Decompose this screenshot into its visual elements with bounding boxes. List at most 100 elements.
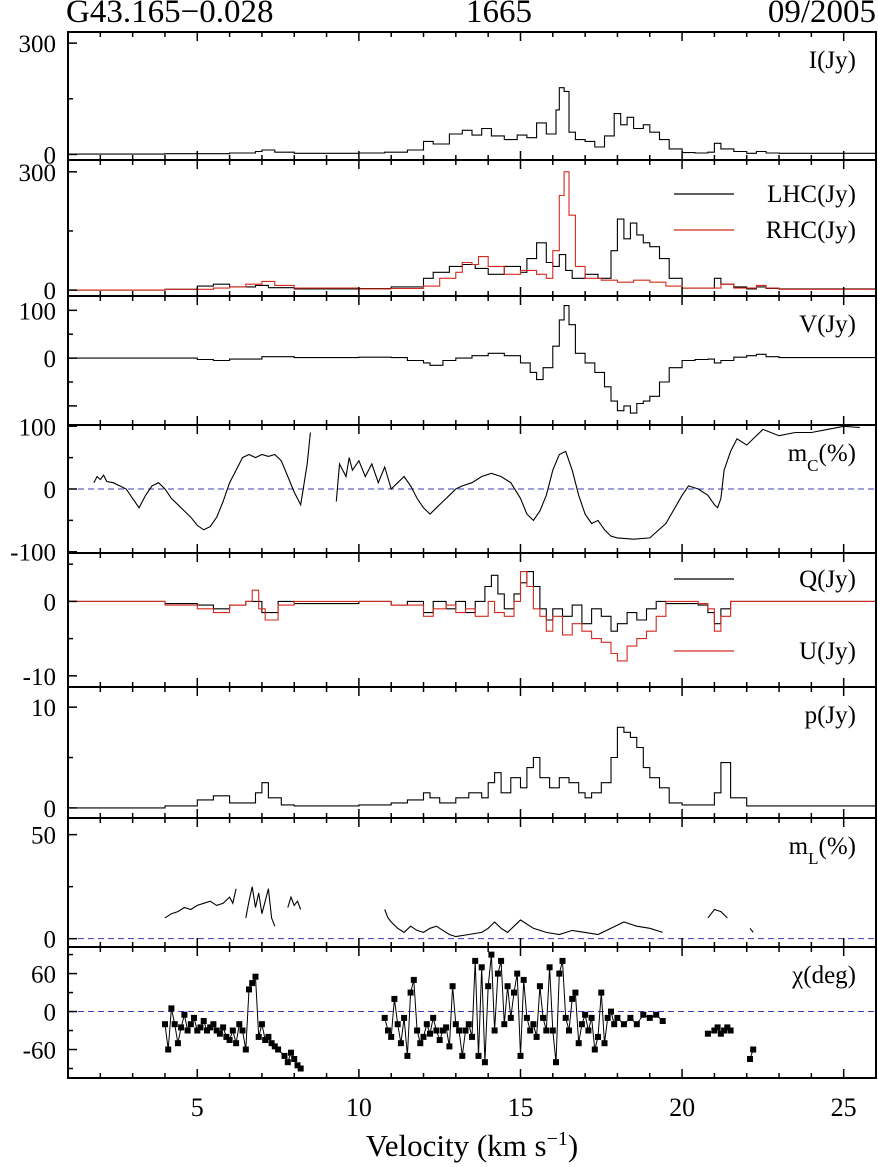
series-chi-a-point: [229, 1027, 236, 1034]
series-chi-b-point: [572, 989, 579, 996]
series-chi-a-point: [174, 1040, 181, 1047]
y-tick-label: 0: [44, 927, 57, 954]
series-chi-b-point: [566, 1027, 572, 1034]
panel-label-sub: L: [808, 849, 818, 868]
y-tick-label: 60: [31, 962, 56, 989]
series-chi-a-point: [194, 1027, 201, 1034]
series-chi-b-point: [533, 1033, 540, 1040]
x-tick-label: 5: [191, 1093, 204, 1122]
series-U: [68, 571, 876, 662]
header-source: G43.165−0.028: [66, 0, 274, 30]
y-tick-label: 0: [44, 1000, 57, 1027]
series-chi-a-point: [265, 1033, 272, 1040]
series-chi-c-point: [724, 1024, 731, 1031]
series-chi-a-point: [187, 1021, 194, 1028]
series-ml-e: [707, 908, 728, 919]
series-chi-b-point: [582, 1011, 589, 1018]
series-chi-b-point: [459, 1052, 466, 1059]
series-chi-a-point: [226, 1037, 233, 1043]
series-chi-b-point: [397, 1040, 404, 1047]
series-chi-b-point: [559, 957, 566, 964]
series-chi-a-point: [281, 1052, 288, 1059]
series-chi-b-point: [472, 957, 479, 964]
panel-label-tail: (%): [819, 440, 856, 467]
series-chi-b-point: [598, 989, 605, 996]
series-chi-b-point: [494, 970, 501, 977]
series-chi-a-point: [171, 1021, 178, 1028]
panel-label-main: p(Jy): [805, 702, 856, 729]
series-chi-a-point: [294, 1062, 301, 1069]
legend-label-LHC: LHC(Jy): [767, 181, 856, 208]
series-chi-a-point: [249, 980, 256, 987]
series-chi-b-point: [504, 983, 511, 990]
series-chi-b-point: [543, 1027, 550, 1034]
series-chi-a-line: [164, 974, 302, 1069]
legend-label-Q: Q(Jy): [799, 566, 856, 593]
series-chi-a-point: [262, 1037, 269, 1043]
series-chi-b-point: [478, 964, 485, 971]
series-chi-a-point: [271, 1043, 278, 1050]
series-V: [68, 305, 876, 414]
series-chi-b-point: [501, 1021, 508, 1028]
series-chi-b-point: [614, 1014, 621, 1021]
series-chi-b-point: [420, 1033, 427, 1040]
panel-frame: [67, 946, 877, 1079]
series-chi-a-point: [239, 1027, 246, 1034]
series-chi-b-point: [381, 1014, 388, 1021]
series-chi-a-point: [297, 1065, 304, 1072]
series-chi-b-point: [436, 1037, 443, 1043]
series-chi-b-point: [452, 1021, 459, 1028]
series-chi-b-point: [407, 989, 414, 996]
series-chi-a-point: [291, 1056, 298, 1062]
series-chi-b-point: [536, 983, 543, 990]
y-tick-label: 50: [31, 823, 56, 850]
series-chi-b-point: [469, 1033, 475, 1040]
series-chi-a-point: [184, 1027, 191, 1034]
series-chi-c-point: [721, 1027, 728, 1034]
panel-label: mL(%): [789, 833, 856, 868]
series-chi-a-point: [288, 1049, 294, 1056]
series-group: [68, 571, 876, 662]
series-chi-d-point: [750, 1046, 757, 1053]
panel-label-tail: (%): [819, 833, 856, 860]
series-chi-b-point: [433, 1027, 440, 1034]
x-axis-label-sup: −1: [547, 1128, 568, 1150]
series-chi-b-point: [569, 995, 576, 1002]
series-chi-b-point: [388, 1033, 395, 1040]
panel-stokes-i: 0 300 I(Jy): [19, 31, 877, 169]
series-chi-a-point: [216, 1030, 223, 1037]
series-chi-b-point: [430, 1014, 437, 1021]
series-chi-b-point: [585, 1027, 592, 1034]
panel-stokes-v: 0 100 V(Jy): [19, 295, 877, 426]
series-chi-a-point: [275, 1046, 282, 1053]
panel-label-main: m: [788, 440, 808, 467]
series-chi-b-point: [414, 1027, 421, 1034]
series-chi-b-point: [401, 1014, 408, 1021]
series-chi-b-point: [507, 1014, 514, 1021]
series-chi-b-point: [404, 1052, 411, 1059]
series-chi-a-point: [178, 1024, 185, 1031]
series-chi-a-point: [168, 1005, 175, 1012]
series-chi-b-point: [591, 1046, 598, 1053]
x-axis-label-main: Velocity (km s: [366, 1128, 547, 1163]
series-group: [162, 951, 757, 1072]
series-chi-b-point: [391, 995, 398, 1002]
y-tick-label: 0: [44, 278, 57, 305]
series-chi-a-point: [204, 1027, 210, 1034]
series-chi-a-point: [181, 1011, 188, 1018]
series-chi-b-point: [427, 1030, 433, 1037]
panel-label: I(Jy): [809, 47, 856, 74]
panel-frame: [67, 159, 877, 297]
series-chi-b-point: [511, 989, 517, 996]
panel-q-u: -10 0 Q(Jy) U(Jy): [23, 552, 877, 691]
panel-frame: [67, 817, 877, 948]
series-chi-a-point: [197, 1024, 204, 1031]
series-chi-b-point: [481, 1059, 488, 1066]
panel-label: χ(deg): [791, 962, 856, 989]
series-chi-b-point: [491, 1027, 498, 1034]
y-tick-label: -60: [23, 1038, 56, 1065]
series-chi-b-point: [549, 1027, 556, 1034]
series-ml-c: [287, 895, 302, 910]
series-RHC: [68, 171, 876, 291]
series-chi-b-point: [659, 1018, 666, 1024]
